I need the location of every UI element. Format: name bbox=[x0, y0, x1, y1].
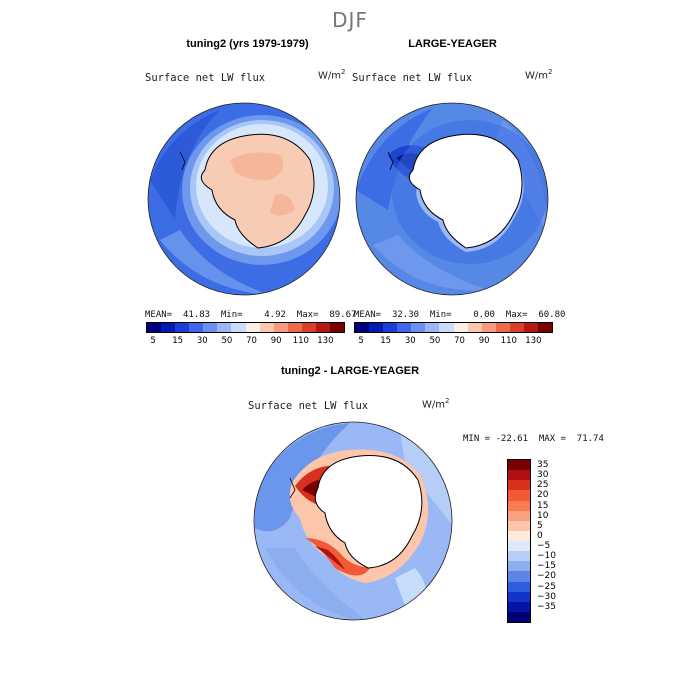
colorbar-swatch bbox=[301, 323, 316, 332]
colorbar-swatch bbox=[508, 510, 530, 521]
colorbar-swatch bbox=[231, 323, 246, 332]
right-field-label: Surface net LW flux bbox=[352, 72, 473, 84]
colorbar-swatch bbox=[203, 323, 218, 332]
colorbar-swatch bbox=[508, 500, 530, 511]
diff-colorbar bbox=[507, 459, 531, 623]
colorbar-tick-label: 50 bbox=[221, 336, 233, 346]
colorbar-swatch bbox=[287, 323, 302, 332]
colorbar-tick-label: −30 bbox=[537, 591, 556, 602]
diff-map bbox=[253, 421, 453, 621]
colorbar-tick-label: 130 bbox=[525, 336, 542, 346]
colorbar-swatch bbox=[481, 323, 496, 332]
colorbar-tick-label: 130 bbox=[317, 336, 334, 346]
colorbar-tick-label: −20 bbox=[537, 571, 556, 582]
colorbar-tick-label: 30 bbox=[404, 336, 416, 346]
colorbar-tick-label: 35 bbox=[537, 460, 549, 471]
colorbar-swatch bbox=[508, 581, 530, 592]
colorbar-tick-label: 25 bbox=[537, 480, 549, 491]
colorbar-tick-label: 15 bbox=[380, 336, 392, 346]
diff-colorbar-labels: 35 30 25 20 15 10 5 0 −5 −10 −15 −20 −25 −30 −35 bbox=[537, 459, 567, 621]
diff-field-label: Surface net LW flux bbox=[248, 400, 369, 412]
left-stats: MEAN= 41.83 Min= 4.92 Max= 89.67 bbox=[145, 310, 357, 320]
colorbar-swatch bbox=[508, 611, 530, 622]
colorbar-swatch bbox=[508, 460, 530, 471]
colorbar-swatch bbox=[315, 323, 331, 332]
colorbar-swatch bbox=[467, 323, 482, 332]
left-map-tuning2 bbox=[147, 102, 341, 296]
colorbar-tick-label: −10 bbox=[537, 551, 556, 562]
colorbar-tick-label: 30 bbox=[537, 470, 549, 481]
colorbar-tick-label: 90 bbox=[270, 336, 282, 346]
colorbar-tick-label: 70 bbox=[246, 336, 257, 346]
colorbar-swatch bbox=[508, 601, 530, 612]
diff-panel-title: tuning2 - LARGE-YEAGER bbox=[280, 365, 420, 377]
colorbar-tick-label: 110 bbox=[500, 336, 517, 346]
colorbar-tick-label: 20 bbox=[537, 490, 549, 501]
colorbar-swatch bbox=[161, 323, 176, 332]
colorbar-swatch bbox=[259, 323, 274, 332]
colorbar-swatch bbox=[508, 561, 530, 572]
colorbar-tick-label: −35 bbox=[537, 601, 556, 612]
right-map-large-yeager bbox=[355, 102, 549, 296]
colorbar-swatch bbox=[508, 541, 530, 552]
colorbar-tick-label: −5 bbox=[537, 541, 551, 552]
colorbar-swatch bbox=[495, 323, 510, 332]
colorbar-tick-label: 90 bbox=[478, 336, 490, 346]
season-title: DJF bbox=[332, 8, 368, 32]
colorbar-tick-label: 10 bbox=[537, 510, 549, 521]
colorbar-tick-label: 15 bbox=[172, 336, 184, 346]
colorbar-tick-label: 110 bbox=[292, 336, 309, 346]
colorbar-tick-label: 0 bbox=[537, 530, 543, 541]
colorbar-swatch bbox=[509, 323, 524, 332]
colorbar-tick-label: 30 bbox=[196, 336, 208, 346]
right-units: W/m2 bbox=[525, 68, 553, 82]
colorbar-swatch bbox=[411, 323, 426, 332]
left-panel-title: tuning2 (yrs 1979-1979) bbox=[186, 38, 309, 50]
colorbar-tick-label: 50 bbox=[429, 336, 441, 346]
right-panel-title: LARGE-YEAGER bbox=[408, 38, 497, 50]
colorbar-swatch bbox=[355, 323, 370, 332]
colorbar-swatch bbox=[330, 323, 345, 332]
diff-minmax: MIN = -22.61 MAX = 71.74 bbox=[463, 434, 604, 444]
colorbar-tick-label: −15 bbox=[537, 561, 556, 572]
colorbar-tick-label: 5 bbox=[537, 520, 543, 531]
colorbar-swatch bbox=[425, 323, 440, 332]
right-colorbar-labels: 5 15 30 50 70 90 110 130 bbox=[354, 336, 551, 348]
colorbar-swatch bbox=[508, 551, 530, 562]
colorbar-swatch bbox=[508, 530, 530, 541]
left-units: W/m2 bbox=[318, 68, 346, 82]
colorbar-swatch bbox=[369, 323, 384, 332]
left-field-label: Surface net LW flux bbox=[145, 72, 266, 84]
left-colorbar-labels: 5 15 30 50 70 90 110 130 bbox=[146, 336, 343, 348]
colorbar-swatch bbox=[439, 323, 454, 332]
right-stats: MEAN= 32.30 Min= 0.00 Max= 60.80 bbox=[354, 310, 566, 320]
colorbar-swatch bbox=[245, 323, 260, 332]
colorbar-swatch bbox=[538, 323, 553, 332]
colorbar-tick-label: −25 bbox=[537, 581, 556, 592]
diff-units: W/m2 bbox=[422, 397, 450, 411]
colorbar-swatch bbox=[453, 323, 468, 332]
colorbar-swatch bbox=[175, 323, 190, 332]
colorbar-swatch bbox=[508, 591, 530, 602]
left-colorbar bbox=[146, 322, 345, 333]
colorbar-swatch bbox=[147, 323, 162, 332]
colorbar-swatch bbox=[508, 470, 530, 481]
colorbar-swatch bbox=[508, 520, 530, 531]
colorbar-swatch bbox=[397, 323, 412, 332]
colorbar-tick-label: 70 bbox=[454, 336, 465, 346]
colorbar-swatch bbox=[523, 323, 539, 332]
colorbar-swatch bbox=[508, 490, 530, 501]
colorbar-tick-label: 15 bbox=[537, 500, 549, 511]
right-colorbar bbox=[354, 322, 553, 333]
colorbar-swatch bbox=[273, 323, 288, 332]
colorbar-swatch bbox=[189, 323, 204, 332]
colorbar-swatch bbox=[217, 323, 232, 332]
colorbar-swatch bbox=[508, 480, 530, 491]
colorbar-tick-label: 5 bbox=[358, 336, 364, 346]
colorbar-tick-label: 5 bbox=[150, 336, 156, 346]
colorbar-swatch bbox=[508, 571, 530, 582]
colorbar-swatch bbox=[383, 323, 398, 332]
